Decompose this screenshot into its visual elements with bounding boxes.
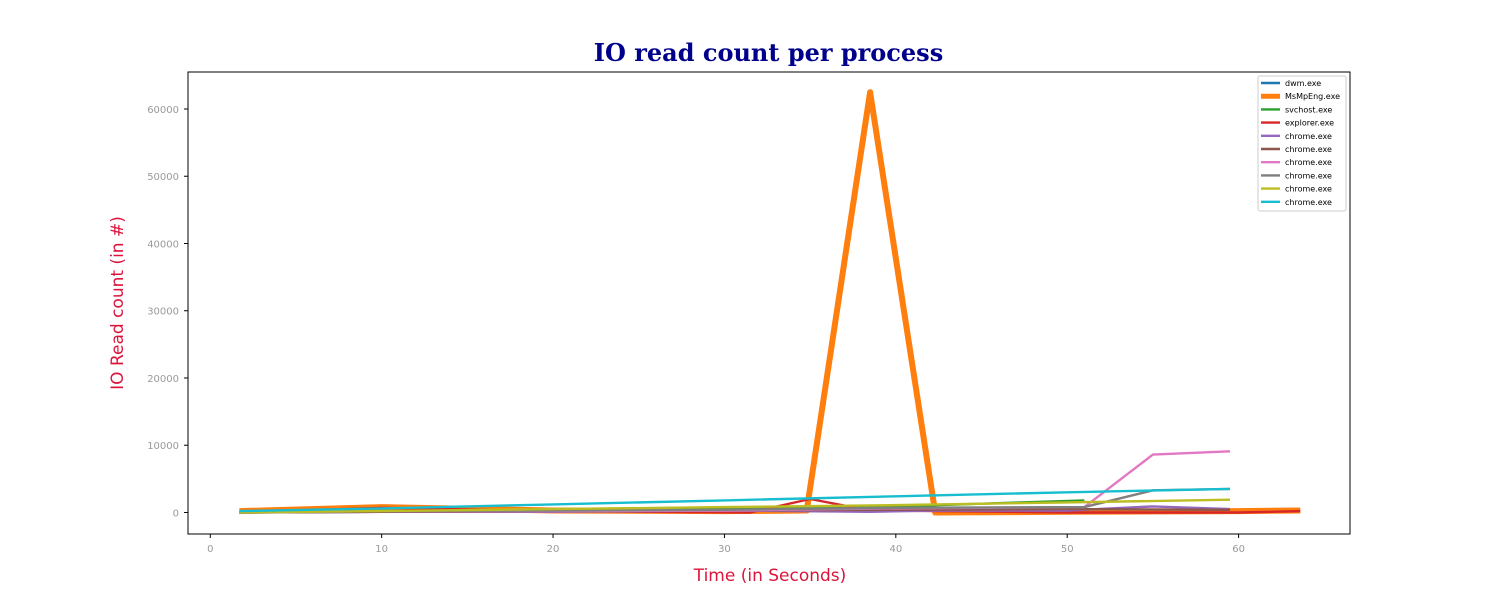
legend-label: svchost.exe [1285, 105, 1332, 114]
x-tick-label: 50 [1061, 544, 1074, 555]
legend-label: chrome.exe [1285, 185, 1332, 194]
chart-title: IO read count per process [593, 38, 944, 67]
x-tick-label: 0 [207, 544, 213, 555]
y-tick-label: 10000 [147, 441, 179, 452]
series-line-9 [239, 487, 1231, 513]
x-tick-label: 60 [1232, 544, 1245, 555]
series-line-8 [239, 498, 1231, 514]
y-tick-label: 30000 [147, 307, 179, 318]
legend-label: chrome.exe [1285, 145, 1332, 154]
plot-frame [187, 71, 1351, 535]
y-tick-label: 0 [173, 508, 179, 519]
legend-label: chrome.exe [1285, 158, 1332, 167]
legend-label: chrome.exe [1285, 198, 1332, 207]
x-tick-label: 20 [547, 544, 560, 555]
x-tick-label: 30 [718, 544, 731, 555]
y-tick-label: 40000 [147, 239, 179, 250]
y-tick-label: 50000 [147, 172, 179, 183]
series-line-1 [239, 89, 1301, 516]
legend: dwm.exe MsMpEng.exe svchost.exe explorer.ex… [1257, 75, 1347, 212]
legend-label: chrome.exe [1285, 171, 1332, 180]
x-tick-label: 40 [889, 544, 902, 555]
legend-label: dwm.exe [1285, 79, 1321, 88]
legend-label: explorer.exe [1285, 119, 1334, 128]
series-group [239, 89, 1301, 516]
legend-label: MsMpEng.exe [1285, 92, 1340, 101]
x-tick-label: 10 [375, 544, 388, 555]
legend-label: chrome.exe [1285, 132, 1332, 141]
x-axis-label: Time (in Seconds) [693, 566, 847, 586]
y-tick-label: 60000 [147, 105, 179, 116]
y-tick-label: 20000 [147, 374, 179, 385]
